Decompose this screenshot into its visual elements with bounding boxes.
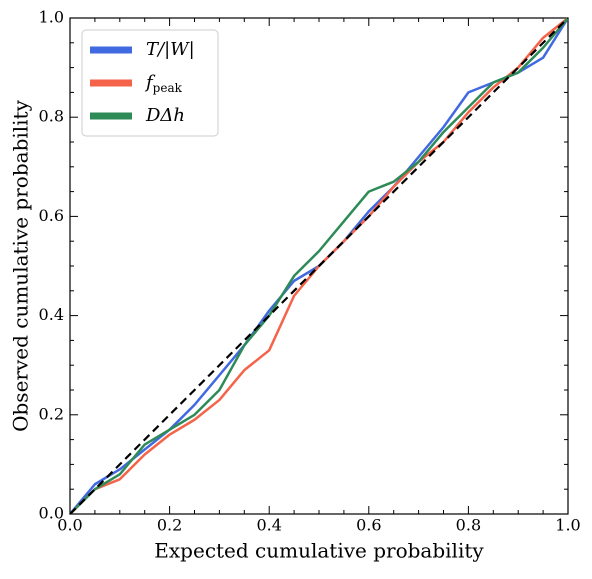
- y-axis-label: Observed cumulative probability: [9, 99, 33, 431]
- legend-label: DΔh: [145, 105, 185, 126]
- y-tick-label: 0.4: [39, 305, 64, 324]
- legend-label: T/|W|: [146, 39, 195, 60]
- y-tick-label: 1.0: [39, 8, 64, 27]
- series-line: [69, 17, 569, 515]
- legend-box: [81, 29, 219, 137]
- x-tick-label: 0.2: [157, 516, 182, 535]
- x-tick-label: 0.0: [57, 516, 82, 535]
- y-tick-label: 0.6: [39, 206, 64, 225]
- x-tick-label: 0.8: [456, 516, 481, 535]
- y-tick-label: 0.0: [39, 504, 64, 523]
- x-tick-label: 0.6: [356, 516, 381, 535]
- x-tick-label: 1.0: [555, 516, 580, 535]
- y-tick-label: 0.2: [39, 404, 64, 423]
- reference-line: [69, 17, 569, 515]
- x-tick-label: 0.4: [256, 516, 281, 535]
- y-tick-label: 0.8: [39, 107, 64, 126]
- x-axis-label: Expected cumulative probability: [154, 539, 484, 563]
